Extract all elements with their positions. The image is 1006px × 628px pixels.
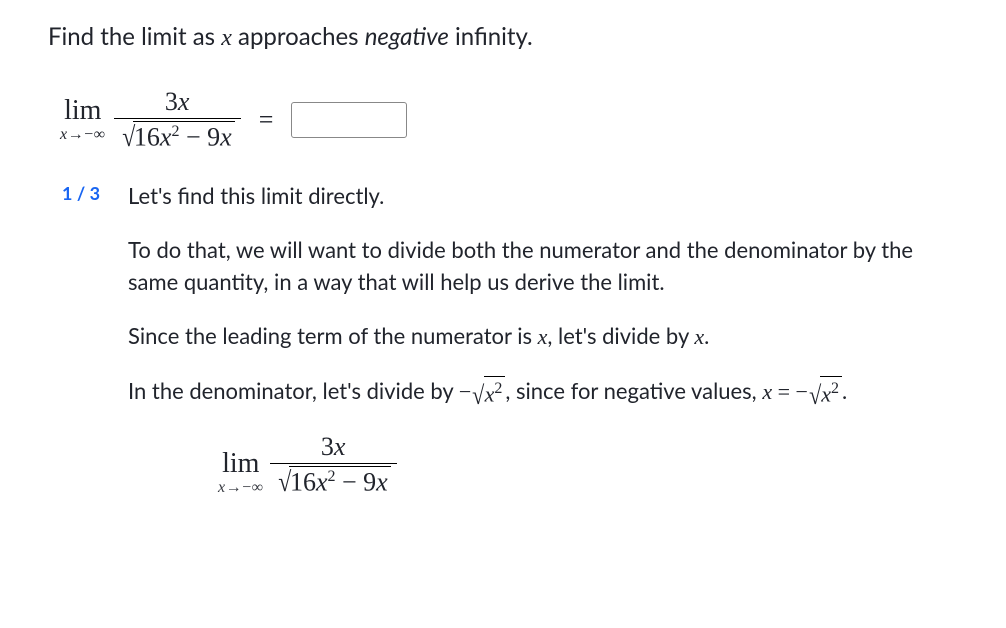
sqrt-2: √ 16x2 − 9x (276, 466, 391, 497)
hint-p3-b: , let's divide by (547, 322, 694, 349)
limit-equation-step: lim x→−∞ 3x √ 16x2 − 9x (218, 433, 958, 498)
question-prompt: Find the limit as x approaches negative … (48, 20, 958, 56)
eq-lhs: x = − (762, 379, 808, 404)
prompt-text-b: approaches (232, 22, 365, 51)
bottom-crop (0, 618, 1006, 628)
radicand: 16x2 − 9x (133, 121, 235, 152)
radical-icon: √ (122, 124, 135, 155)
hint-p3-c: . (704, 322, 709, 349)
prompt-var: x (221, 25, 232, 51)
radical-icon: √ (278, 469, 291, 500)
hint-p3-var2: x (694, 324, 704, 349)
fraction-2: 3x √ 16x2 − 9x (270, 433, 397, 498)
prompt-text-a: Find the limit as (48, 22, 221, 51)
radical-icon: √ (809, 386, 821, 407)
radicand-inline-2: x2 (820, 376, 842, 410)
lim-label-2: lim (222, 450, 259, 478)
radicand-inline: x2 (484, 376, 506, 410)
lim-label: lim (64, 97, 101, 125)
equals-sign: = (259, 105, 274, 135)
hint-p3-var: x (538, 324, 548, 349)
inline-sqrt-1: √x2 (471, 376, 505, 410)
lim-sub-2: x→−∞ (218, 480, 264, 496)
inline-sqrt-2: √x2 (808, 376, 842, 410)
step-counter: 1 / 3 (62, 182, 100, 204)
lim-sub: x→−∞ (60, 127, 106, 143)
limit-equation: lim x→−∞ 3x √ 16x2 − 9x = (60, 88, 958, 153)
hint-p1: Let's find this limit directly. (128, 180, 958, 212)
hint-p4-a: In the denominator, let's divide by (128, 377, 459, 404)
neg-sign-1: − (459, 379, 471, 404)
numerator: 3x (159, 88, 196, 119)
numerator-2: 3x (315, 433, 352, 464)
sqrt: √ 16x2 − 9x (120, 121, 235, 152)
limit-operator-2: lim x→−∞ (218, 450, 264, 496)
hint-p2: To do that, we will want to divide both … (128, 234, 958, 298)
prompt-emph: negative (365, 22, 449, 51)
answer-input[interactable] (291, 102, 407, 138)
hint-p4-c: . (842, 377, 847, 404)
fraction: 3x √ 16x2 − 9x (114, 88, 241, 153)
prompt-text-c: infinity. (449, 22, 533, 51)
hint-step: 1 / 3 Let's find this limit directly. To… (62, 180, 958, 497)
denominator: √ 16x2 − 9x (114, 118, 241, 152)
hint-body: Let's find this limit directly. To do th… (128, 180, 958, 497)
denominator-2: √ 16x2 − 9x (270, 463, 397, 497)
hint-p3-a: Since the leading term of the numerator … (128, 322, 538, 349)
radicand-2: 16x2 − 9x (289, 466, 391, 497)
hint-p3: Since the leading term of the numerator … (128, 320, 958, 353)
radical-icon: √ (472, 386, 484, 407)
hint-p4-b: , since for negative values, (505, 377, 762, 404)
hint-p4: In the denominator, let's divide by −√x2… (128, 375, 958, 411)
limit-operator: lim x→−∞ (60, 97, 106, 143)
